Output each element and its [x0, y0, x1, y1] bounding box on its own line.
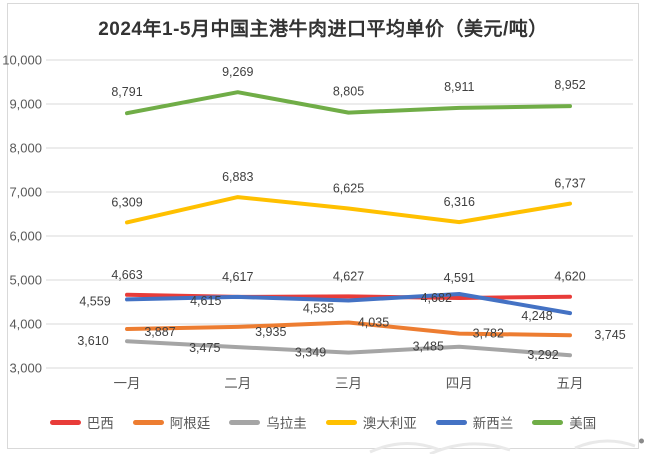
legend-label: 美国	[569, 416, 597, 431]
data-label-阿根廷: 3,745	[594, 328, 625, 342]
data-label-乌拉圭: 3,349	[295, 346, 326, 360]
data-label-巴西: 4,617	[222, 270, 253, 284]
y-axis-tick-label: 10,000	[2, 53, 42, 68]
data-label-美国: 8,952	[554, 78, 585, 92]
data-label-新西兰: 4,615	[190, 294, 221, 308]
legend-item-澳大利亚[interactable]: 澳大利亚	[325, 412, 417, 432]
x-axis-category-label: 三月	[335, 376, 362, 391]
series-line-新西兰	[125, 292, 572, 316]
x-axis-category-label: 一月	[114, 376, 141, 391]
data-label-阿根廷: 3,887	[144, 325, 175, 339]
legend-item-新西兰[interactable]: 新西兰	[435, 412, 514, 432]
data-label-巴西: 4,620	[554, 270, 585, 284]
legend-line-swatch	[229, 419, 261, 425]
legend-item-美国[interactable]: 美国	[532, 412, 596, 432]
y-axis-tick-label: 5,000	[9, 273, 42, 288]
x-axis-category-label: 二月	[224, 376, 251, 391]
legend-item-阿根廷[interactable]: 阿根廷	[132, 412, 211, 432]
y-axis-tick-label: 3,000	[9, 361, 42, 376]
y-axis-tick-label: 7,000	[9, 185, 42, 200]
legend-label: 澳大利亚	[362, 416, 417, 431]
data-label-新西兰: 4,535	[303, 301, 334, 315]
data-label-美国: 8,911	[444, 80, 474, 94]
data-label-美国: 8,805	[333, 85, 364, 99]
y-axis-tick-label: 9,000	[9, 97, 42, 112]
legend-item-巴西[interactable]: 巴西	[49, 412, 114, 432]
y-axis-tick-label: 6,000	[9, 229, 42, 244]
chart-legend: 巴西 阿根廷 乌拉圭 澳大利亚 新西兰 美国	[0, 412, 646, 432]
legend-label: 乌拉圭	[266, 416, 307, 431]
data-label-乌拉圭: 3,475	[189, 341, 220, 355]
data-label-美国: 9,269	[222, 65, 253, 79]
legend-line-swatch	[132, 419, 164, 425]
legend-line-swatch	[325, 419, 357, 425]
legend-line-swatch	[532, 419, 564, 425]
data-label-巴西: 4,663	[111, 268, 142, 282]
series-line-澳大利亚	[125, 195, 572, 225]
data-label-澳大利亚: 6,625	[333, 182, 364, 196]
data-label-澳大利亚: 6,883	[222, 170, 253, 184]
x-axis-category-label: 四月	[446, 376, 473, 391]
data-label-澳大利亚: 6,316	[444, 195, 475, 209]
legend-line-swatch	[435, 419, 467, 425]
chart-title: 2024年1-5月中国主港牛肉进口平均单价（美元/吨）	[98, 19, 548, 40]
series-line-阿根廷	[125, 320, 572, 338]
legend-label: 阿根廷	[169, 416, 211, 431]
y-axis-tick-label: 4,000	[9, 317, 42, 332]
series-line-美国	[125, 90, 572, 116]
data-label-新西兰: 4,682	[421, 291, 452, 305]
data-label-阿根廷: 3,935	[255, 325, 286, 339]
data-label-阿根廷: 4,035	[358, 315, 389, 329]
legend-item-乌拉圭[interactable]: 乌拉圭	[229, 412, 307, 432]
data-label-乌拉圭: 3,610	[77, 334, 108, 348]
watermark-arcs	[369, 439, 636, 454]
data-label-新西兰: 4,559	[79, 294, 110, 308]
legend-label: 巴西	[86, 416, 114, 431]
data-label-澳大利亚: 6,309	[111, 195, 142, 209]
x-axis-category-label: 五月	[557, 376, 584, 391]
chart-border-frame	[7, 3, 639, 449]
data-label-澳大利亚: 6,737	[554, 177, 585, 191]
data-label-新西兰: 4,248	[521, 309, 552, 323]
series-line-乌拉圭	[125, 339, 572, 358]
data-label-乌拉圭: 3,292	[527, 348, 558, 362]
y-axis-tick-label: 8,000	[9, 141, 42, 156]
data-label-巴西: 4,591	[444, 271, 475, 285]
data-label-巴西: 4,627	[333, 269, 364, 283]
watermark-dot	[639, 438, 644, 444]
data-label-乌拉圭: 3,485	[413, 340, 444, 354]
legend-line-swatch	[49, 419, 81, 425]
legend-label: 新西兰	[472, 416, 514, 431]
data-label-阿根廷: 3,782	[473, 327, 504, 341]
data-label-美国: 8,791	[111, 85, 142, 99]
